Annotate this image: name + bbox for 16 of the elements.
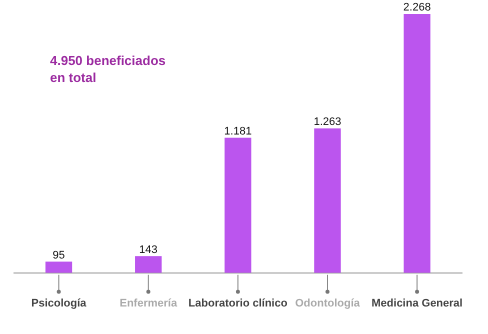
data-label: 143 — [139, 244, 158, 256]
x-tick-label: Enfermería — [120, 297, 178, 310]
data-label: 1.181 — [224, 126, 252, 138]
data-label: 95 — [52, 249, 65, 262]
bar — [314, 128, 341, 273]
annotation: 4.950 beneficiados en total — [50, 52, 167, 86]
data-label: 2.268 — [403, 2, 431, 14]
x-tick-label: Odontología — [295, 297, 361, 310]
bar — [404, 14, 430, 273]
x-tick-label: Laboratorio clínico — [188, 297, 288, 310]
bar — [135, 256, 162, 273]
data-label: 1.263 — [314, 116, 342, 128]
bar — [45, 262, 72, 273]
x-tick-label: Medicina General — [372, 297, 463, 310]
x-tick-label: Psicología — [31, 297, 88, 310]
bar — [224, 138, 252, 273]
